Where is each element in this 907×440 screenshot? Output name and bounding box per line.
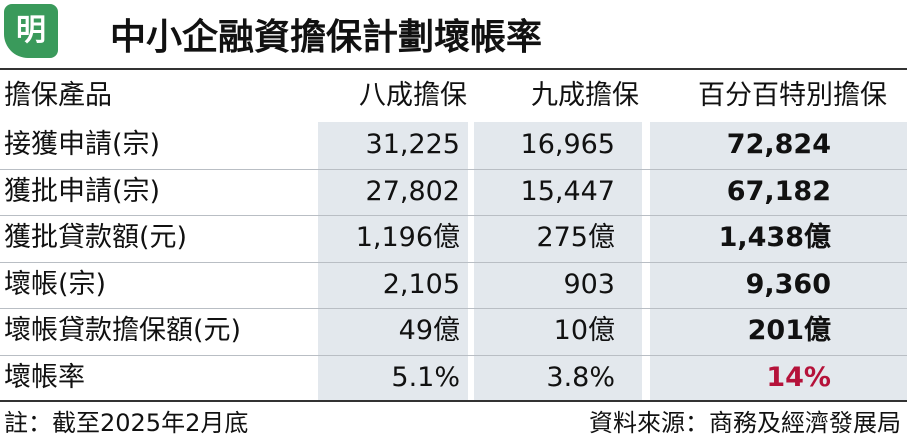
cell-value: 16,965: [520, 129, 615, 160]
row-separator: [0, 168, 907, 170]
row-separator: [0, 354, 907, 356]
cell-value: 1,438億: [718, 222, 831, 253]
row-label: 壞帳(宗): [4, 268, 107, 300]
cell-value: 5.1%: [391, 361, 460, 393]
row-label: 獲批申請(宗): [4, 175, 161, 207]
cell-value: 49億: [398, 315, 460, 346]
cell-value: 2,105: [382, 268, 460, 300]
header-rule: [0, 68, 907, 70]
cell-value: 1,196億: [355, 222, 460, 253]
column-background: [650, 122, 907, 400]
column-header: 九成擔保: [531, 80, 639, 111]
row-separator: [0, 308, 907, 309]
cell-value: 67,182: [726, 175, 831, 207]
logo: 明: [4, 4, 58, 58]
column-header: 百分百特別擔保: [698, 80, 887, 111]
bottom-rule: [0, 400, 907, 402]
cell-value: 903: [563, 268, 615, 300]
cell-value: 275億: [536, 222, 615, 253]
row-label: 壞帳率: [4, 361, 85, 393]
row-separator: [0, 215, 907, 216]
source: 資料來源：商務及經濟發展局: [589, 409, 901, 437]
cell-value: 14%: [766, 361, 831, 393]
cell-value: 9,360: [745, 268, 831, 300]
cell-value: 15,447: [520, 175, 615, 207]
cell-value: 31,225: [365, 129, 460, 160]
column-header: 八成擔保: [359, 80, 467, 111]
row-label: 獲批貸款額(元): [4, 222, 188, 253]
title: 中小企融資擔保計劃壞帳率: [110, 17, 543, 58]
row-label: 壞帳貸款擔保額(元): [4, 315, 242, 346]
column-header: 擔保產品: [4, 80, 112, 111]
note: 註：截至2025年2月底: [4, 409, 249, 437]
column-background: [474, 122, 642, 400]
cell-value: 27,802: [365, 175, 460, 207]
row-separator: [0, 261, 907, 263]
cell-value: 3.8%: [546, 361, 615, 393]
cell-value: 10億: [553, 315, 615, 346]
cell-value: 72,824: [726, 129, 831, 160]
row-label: 接獲申請(宗): [4, 129, 161, 160]
cell-value: 201億: [747, 315, 831, 346]
column-background: [318, 122, 468, 400]
